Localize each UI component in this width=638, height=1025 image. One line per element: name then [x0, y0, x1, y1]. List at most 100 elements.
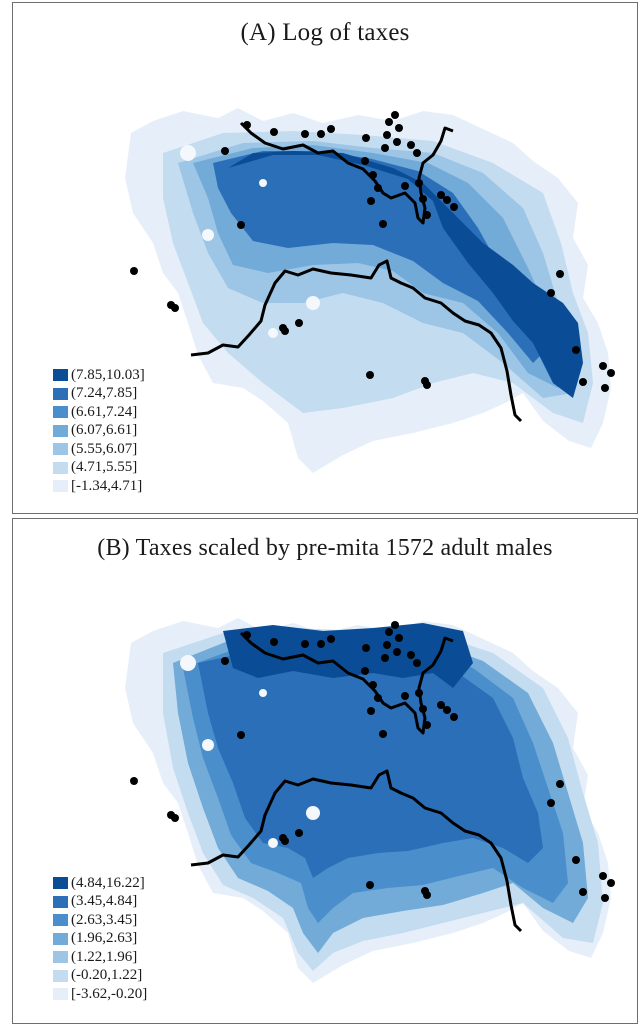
- district-point: [237, 731, 245, 739]
- legend-label: [-1.34,4.71]: [71, 477, 143, 494]
- legend-swatch: [53, 969, 68, 982]
- district-point: [221, 147, 229, 155]
- district-point: [361, 667, 369, 675]
- district-point: [601, 894, 609, 902]
- legend-label: (7.85,10.03]: [71, 366, 145, 383]
- district-point: [579, 888, 587, 896]
- district-point: [237, 221, 245, 229]
- legend-item: (-0.20,1.22]: [53, 967, 147, 986]
- district-point: [130, 267, 138, 275]
- district-point: [381, 654, 389, 662]
- district-point: [327, 125, 335, 133]
- district-point: [369, 171, 377, 179]
- district-point: [443, 196, 451, 204]
- district-point: [317, 130, 325, 138]
- legend-swatch: [53, 369, 68, 382]
- district-point: [556, 270, 564, 278]
- district-point: [385, 628, 393, 636]
- district-point: [221, 657, 229, 665]
- district-point: [301, 130, 309, 138]
- legend-swatch: [53, 443, 68, 456]
- district-point: [413, 659, 421, 667]
- district-point: [243, 631, 251, 639]
- district-point: [171, 814, 179, 822]
- district-point: [423, 381, 431, 389]
- legend-item: (1.22,1.96]: [53, 948, 147, 967]
- district-point: [369, 681, 377, 689]
- district-point: [607, 369, 615, 377]
- district-point: [572, 346, 580, 354]
- legend-item: (7.85,10.03]: [53, 366, 145, 385]
- district-point: [393, 648, 401, 656]
- district-point: [401, 182, 409, 190]
- district-points: [130, 111, 615, 392]
- legend-swatch: [53, 951, 68, 964]
- district-point: [383, 131, 391, 139]
- legend: (4.84,16.22] (3.45,4.84] (2.63,3.45] (1.96,…: [53, 874, 147, 1004]
- district-point: [407, 651, 415, 659]
- panel-title: (B) Taxes scaled by pre-mita 1572 adult …: [97, 535, 553, 561]
- district-point: [391, 111, 399, 119]
- legend-item: (4.84,16.22]: [53, 874, 147, 893]
- choropleth-map: [125, 618, 615, 983]
- district-point: [419, 705, 427, 713]
- district-point: [385, 118, 393, 126]
- lake-feature: [306, 806, 320, 820]
- mita-boundary: [190, 121, 523, 423]
- legend-label: (2.63,3.45]: [71, 911, 138, 928]
- legend-swatch: [53, 424, 68, 437]
- district-point: [607, 879, 615, 887]
- district-point: [270, 638, 278, 646]
- legend-swatch: [53, 461, 68, 474]
- lake-feature: [306, 296, 320, 310]
- district-point: [366, 881, 374, 889]
- boundary-line: [239, 121, 454, 225]
- map-zones: [125, 618, 611, 983]
- district-point: [401, 692, 409, 700]
- lake-feature: [180, 655, 196, 671]
- boundary-line: [239, 631, 454, 735]
- district-point: [599, 872, 607, 880]
- district-point: [379, 730, 387, 738]
- map-zone: [198, 648, 543, 878]
- district-point: [361, 157, 369, 165]
- legend-swatch: [53, 480, 68, 493]
- lake-feature: [268, 328, 278, 338]
- legend-label: (4.71,5.55]: [71, 459, 138, 476]
- district-point: [362, 644, 370, 652]
- map-zone: [213, 151, 548, 363]
- map-zone: [228, 151, 583, 398]
- map-zone: [223, 623, 473, 688]
- district-point: [295, 319, 303, 327]
- panel-b: (B) Taxes scaled by pre-mita 1572 adult …: [12, 518, 638, 1024]
- legend-swatch: [53, 932, 68, 945]
- district-point: [572, 856, 580, 864]
- district-point: [450, 203, 458, 211]
- legend-swatch: [53, 988, 68, 1001]
- district-point: [383, 641, 391, 649]
- mita-boundary: [190, 631, 523, 933]
- legend-label: (1.22,1.96]: [71, 948, 138, 965]
- district-point: [601, 384, 609, 392]
- district-point: [450, 713, 458, 721]
- legend-label: (3.45,4.84]: [71, 893, 138, 910]
- district-point: [395, 634, 403, 642]
- lake-feature: [202, 229, 214, 241]
- district-point: [374, 694, 382, 702]
- district-point: [415, 179, 423, 187]
- district-point: [423, 721, 431, 729]
- district-point: [443, 706, 451, 714]
- district-point: [295, 829, 303, 837]
- district-point: [243, 121, 251, 129]
- district-point: [317, 640, 325, 648]
- lake-feature: [259, 179, 267, 187]
- legend: (7.85,10.03] (7.24,7.85] (6.61,7.24] (6.07,…: [53, 366, 145, 496]
- legend-item: (4.71,5.55]: [53, 459, 145, 478]
- legend-item: (6.07,6.61]: [53, 422, 145, 441]
- district-point: [423, 891, 431, 899]
- district-points: [130, 621, 615, 902]
- legend-item: (1.96,2.63]: [53, 930, 147, 949]
- district-point: [579, 378, 587, 386]
- legend-label: (-0.20,1.22]: [71, 967, 143, 984]
- district-point: [281, 327, 289, 335]
